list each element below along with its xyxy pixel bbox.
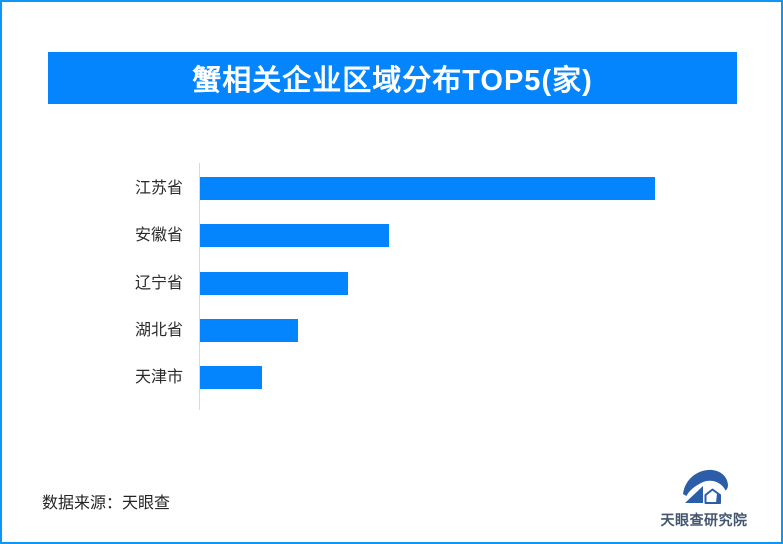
category-label: 江苏省 xyxy=(134,180,183,197)
category-label: 湖北省 xyxy=(134,321,183,339)
bar-row: 辽宁省 xyxy=(0,271,783,295)
tianyancha-logo-text: 天眼查研究院 xyxy=(660,512,748,528)
category-label: 安徽省 xyxy=(134,227,183,245)
bar-row: 安徽省 xyxy=(0,224,783,248)
bar xyxy=(200,177,655,200)
bar xyxy=(200,366,262,390)
bar-row: 江苏省 xyxy=(0,177,783,200)
category-label: 辽宁省 xyxy=(134,274,183,292)
tianyancha-research-logo: 天眼查研究院 xyxy=(656,466,752,530)
category-label: 天津市 xyxy=(134,369,183,387)
bar-row: 湖北省 xyxy=(0,318,783,342)
bar xyxy=(200,318,298,342)
y-axis-line xyxy=(199,163,200,410)
bar xyxy=(200,271,348,295)
bar xyxy=(200,224,389,248)
bar-row: 天津市 xyxy=(0,366,783,390)
bar-chart: 江苏省安徽省辽宁省湖北省天津市 xyxy=(0,163,783,410)
tianyancha-logo-icon xyxy=(683,469,728,504)
chart-title: 蟹相关企业区域分布TOP5(家) xyxy=(192,65,593,97)
data-source-label: 数据来源：天眼查 xyxy=(42,495,171,512)
chart-title-banner: 蟹相关企业区域分布TOP5(家) xyxy=(48,52,737,104)
